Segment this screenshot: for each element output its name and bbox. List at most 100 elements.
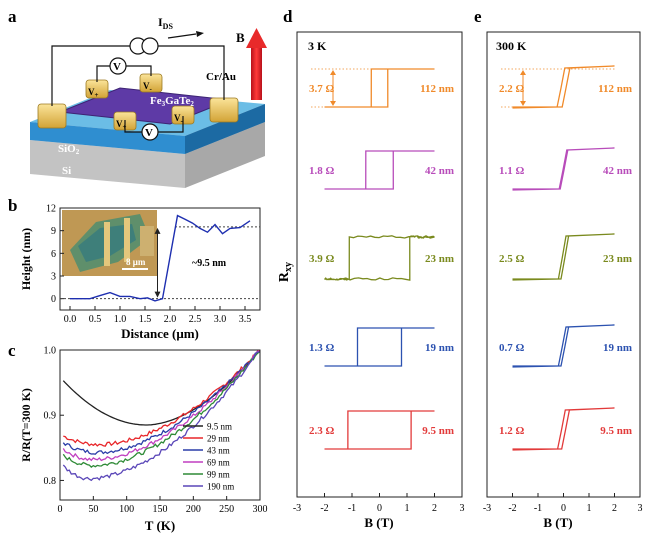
probe-label: V- [174,113,184,125]
y-tick-label: 0.9 [44,411,57,422]
series-line [62,351,260,482]
svg-text:V: V [145,127,153,139]
x-tick-label: 3.0 [214,314,227,325]
current-arrowhead-icon [196,31,204,37]
x-tick-label: 1 [587,503,592,514]
y-tick-label: 0.8 [44,476,57,487]
x-axis-label-b: Distance (μm) [121,326,199,341]
x-tick-label: 1 [405,503,410,514]
hysteresis-loop [324,410,435,450]
y-axis-label-b: Height (nm) [19,228,33,290]
x-tick-label: 250 [219,504,234,515]
arrowhead-icon [330,101,336,106]
sio2-front [30,122,185,154]
probe-label: V+ [116,119,127,131]
x-tick-label: -1 [348,503,356,514]
panel-c: c 0 50 100 150 200 250 300 0.8 0.9 1.0 9.5 nm 29 n… [8,341,268,533]
panel-label-c: c [8,341,16,360]
thickness-label: 19 nm [603,342,632,354]
x-tick-label: 0.0 [64,314,77,325]
arrowhead-icon [330,70,336,75]
si-side [185,122,265,188]
x-tick-label: 100 [119,504,134,515]
plot-area-c: 0 50 100 150 200 250 300 0.8 0.9 1.0 [44,346,268,516]
y-tick-label: 9 [51,226,56,237]
x-tick-label: 3.5 [239,314,252,325]
hysteresis-loop [512,233,615,281]
x-tick-label: -1 [534,503,542,514]
arrowhead-icon [520,70,526,75]
arrowhead-icon [154,291,161,298]
plot-area-b: 0.0 0.5 1.0 1.5 2.0 2.5 3.0 3.5 0 3 6 9 12 [46,204,260,325]
probe-label: V- [143,81,153,93]
legend-entry: 69 nm [207,458,230,468]
field-label: B [236,30,245,45]
x-tick-label: -3 [483,503,491,514]
hysteresis-loop [512,407,615,451]
x-tick-label: 0 [377,503,382,514]
resistance-step-label: 0.7 Ω [499,342,525,354]
inset-scale-label: 8 μm [126,257,146,267]
x-tick-label: 3 [638,503,643,514]
legend-entry: 190 nm [207,482,234,492]
panel-e: e 300 K -3 -2 -1 0 1 2 3 2.2 Ω 112 nm 1.1 Ω 42 nm 2… [474,7,643,530]
x-axis-label-e: B (T) [543,515,572,530]
legend-entry: 29 nm [207,434,230,444]
y-tick-label: 3 [51,272,56,283]
temperature-label-e: 300 K [496,39,527,53]
thickness-label: 42 nm [603,165,632,177]
legend-c: 9.5 nm 29 nm 43 nm 69 nm 99 nm 190 nm [183,422,234,492]
plot-frame-b [59,207,261,311]
x-tick-label: 2 [612,503,617,514]
resistance-step-label: 2.2 Ω [499,83,525,95]
field-arrow-icon [246,28,267,48]
y-tick-label: 6 [51,249,56,260]
panel-label-e: e [474,7,482,26]
annotation-label-b: ~9.5 nm [192,258,227,269]
thickness-label: 9.5 nm [422,425,454,437]
svg-text:V: V [113,61,121,73]
x-tick-label: 3 [460,503,465,514]
current-source-icon [129,37,159,55]
legend-entry: 99 nm [207,470,230,480]
resistance-step-label: 2.5 Ω [499,253,525,265]
height-profile-line [70,214,251,302]
x-tick-label: 2.0 [164,314,177,325]
y-axis-label-d: Rxy [277,262,294,282]
x-tick-label: -2 [508,503,516,514]
x-tick-label: 1.0 [114,314,127,325]
y-axis-label-c: R/R(T=300 K) [19,388,33,462]
panel-b: b 8 μm 0.0 0.5 1.0 1.5 2.0 2.5 3.0 3.5 0 3 6 9 12 ~9… [8,196,261,341]
x-tick-label: -2 [320,503,328,514]
x-tick-label: 0 [561,503,566,514]
x-tick-label: 1.5 [139,314,152,325]
y-tick-label: 12 [46,204,56,215]
panel-label-a: a [8,7,17,26]
hysteresis-loop [324,150,435,190]
x-tick-label: 0 [58,504,63,515]
series-line [62,350,260,462]
contact-label: Cr/Au [206,71,236,83]
circuit-wires [51,45,225,133]
sio2-side [185,104,265,154]
current-arrow-icon [167,33,197,39]
series-line [62,351,260,468]
panel-label-d: d [283,7,293,26]
temperature-label-d: 3 K [308,39,327,53]
resistance-step-label: 1.8 Ω [309,165,335,177]
plot-area-e: -3 -2 -1 0 1 2 3 2.2 Ω 112 nm 1.1 Ω 42 nm 2.5 Ω 23 n… [483,65,643,514]
panel-label-b: b [8,196,17,215]
x-tick-label: 2 [432,503,437,514]
thickness-label: 19 nm [425,342,454,354]
hysteresis-loop [512,65,615,109]
panel-a: a [8,7,267,188]
arrowhead-icon [154,227,161,234]
x-tick-label: 150 [153,504,168,515]
resistance-step-label: 2.3 Ω [309,425,335,437]
x-tick-label: 0.5 [89,314,102,325]
x-axis-label-c: T (K) [145,518,175,533]
voltmeter-icon: V [141,123,159,141]
hysteresis-loop [324,235,435,281]
series-line [63,349,260,447]
si-front [30,140,185,188]
